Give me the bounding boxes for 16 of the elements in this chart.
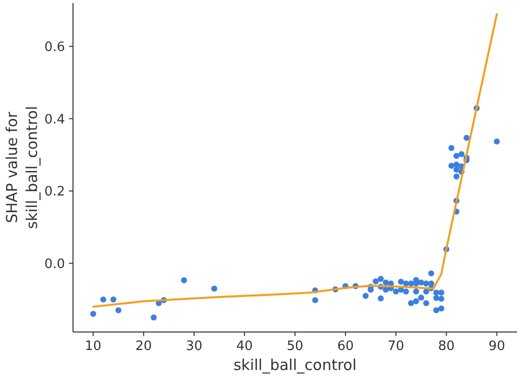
x-axis-title: skill_ball_control	[233, 356, 357, 374]
x-tick-label: 20	[135, 339, 152, 354]
x-tick-label: 10	[84, 339, 102, 354]
y-tick-label: 0.4	[44, 112, 65, 128]
y-tick-label: 0.6	[44, 40, 65, 55]
x-tick-label: 60	[337, 339, 354, 354]
y-axis-title: SHAP value for skill_ball_control	[3, 106, 41, 230]
x-tick-label: 40	[236, 339, 253, 354]
line-series	[92, 13, 498, 308]
x-tick-label: 50	[286, 339, 304, 354]
x-tick-label: 90	[488, 339, 506, 354]
y-tick-label: 0.2	[44, 184, 65, 200]
x-tick-label: 80	[438, 339, 455, 354]
y-tick-label: 0.0	[44, 256, 65, 272]
x-tick-label: 70	[388, 339, 404, 354]
x-tick-label: 30	[186, 339, 202, 354]
